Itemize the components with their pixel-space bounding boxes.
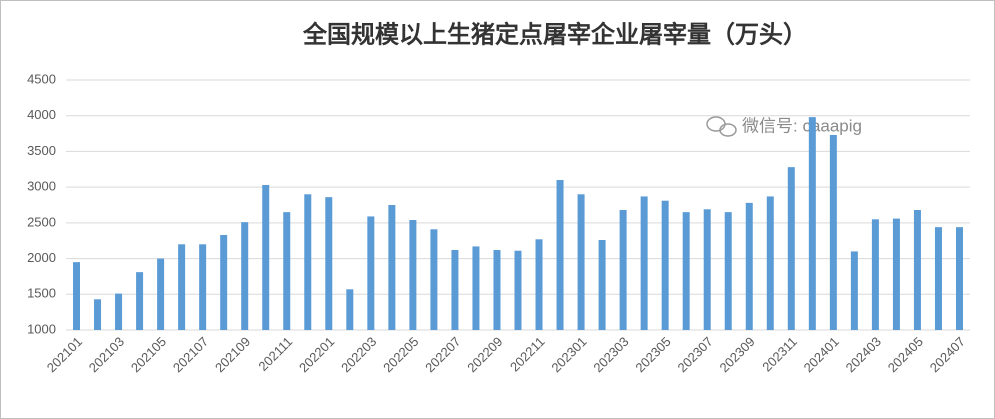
bar — [598, 240, 606, 330]
bar — [220, 235, 228, 330]
bar — [787, 167, 795, 330]
bar — [304, 194, 312, 330]
y-tick-label: 3500 — [27, 143, 56, 158]
bar — [556, 180, 564, 330]
bar — [367, 216, 375, 330]
y-tick-label: 4000 — [27, 107, 56, 122]
bar — [388, 205, 396, 330]
bar — [178, 244, 186, 330]
bar — [892, 218, 900, 330]
bar — [661, 200, 669, 330]
bar — [703, 209, 711, 330]
bar — [451, 250, 459, 330]
bar — [199, 244, 207, 330]
bar — [829, 135, 837, 330]
bar — [808, 117, 816, 331]
bar — [262, 185, 270, 330]
y-tick-label: 1000 — [27, 321, 56, 336]
bar — [472, 246, 480, 330]
bar — [325, 197, 333, 330]
bar — [934, 227, 942, 330]
bar — [766, 196, 774, 330]
bar — [535, 239, 543, 330]
chart-title: 全国规模以上生猪定点屠宰企业屠宰量（万头） — [302, 20, 807, 49]
bar — [619, 210, 627, 330]
bar — [913, 210, 921, 330]
bar — [346, 289, 354, 330]
bar — [745, 202, 753, 330]
bar — [514, 250, 522, 330]
bar — [115, 293, 123, 330]
bar — [136, 272, 144, 330]
bar — [640, 196, 648, 330]
watermark: 微信号: caaapig — [742, 116, 862, 135]
bar — [409, 220, 417, 330]
bar — [682, 212, 690, 330]
bar — [871, 219, 879, 330]
bar — [430, 229, 438, 330]
y-tick-label: 2500 — [27, 214, 56, 229]
y-tick-label: 1500 — [27, 286, 56, 301]
bar — [955, 227, 963, 330]
y-tick-label: 3000 — [27, 179, 56, 194]
bar — [73, 262, 81, 330]
bar — [157, 258, 165, 330]
bar — [241, 222, 249, 330]
bar — [94, 299, 102, 330]
watermark-icon — [706, 116, 737, 137]
bar — [724, 212, 732, 330]
y-tick-label: 2000 — [27, 250, 56, 265]
bar — [577, 194, 585, 330]
bar — [493, 250, 501, 330]
y-tick-label: 4500 — [27, 71, 56, 86]
bar — [283, 212, 291, 330]
bar — [850, 251, 858, 330]
